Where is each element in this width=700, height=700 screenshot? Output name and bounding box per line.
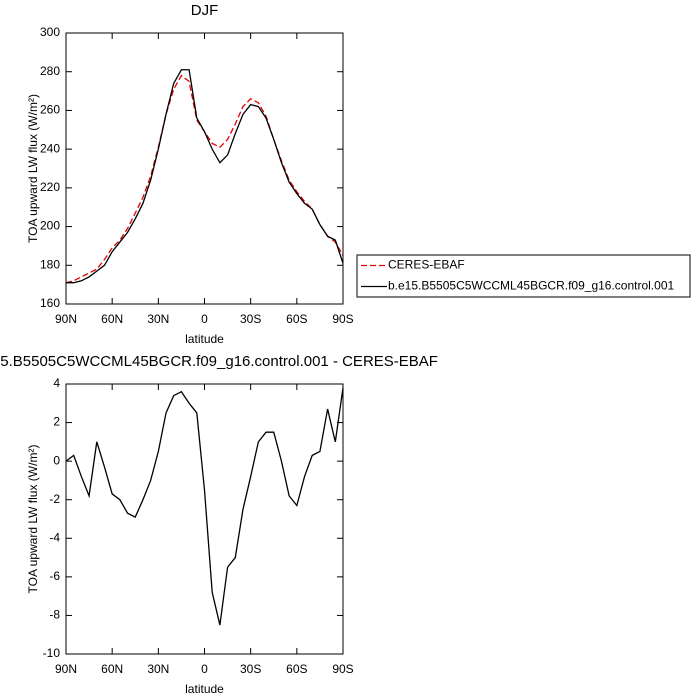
x-axis-label: latitude [185,332,224,346]
y-tick-label: 300 [40,25,60,39]
x-tick-label: 30N [147,662,169,676]
y-tick-label: 180 [40,257,60,271]
x-tick-label: 90S [332,662,353,676]
chart-title: DJF [191,2,219,19]
data-line [66,69,344,284]
legend-box [356,254,691,298]
y-tick-label: 200 [40,219,60,233]
y-tick-label: 240 [40,141,60,155]
y-tick-label: -10 [43,646,61,660]
y-tick-label: 4 [53,376,60,390]
x-tick-label: 60N [101,662,123,676]
data-line [65,74,344,284]
y-tick-label: 280 [40,64,60,78]
legend-label: CERES-EBAF [388,258,465,272]
y-tick-label: -4 [49,530,60,544]
x-axis-label: latitude [185,682,224,696]
y-axis-label: TOA upward LW flux (W/m²) [26,94,40,243]
y-tick-label: -6 [49,569,60,583]
x-tick-label: 90N [55,312,77,326]
x-tick-label: 30S [240,662,261,676]
y-tick-label: 260 [40,103,60,117]
x-tick-label: 30S [240,312,261,326]
y-axis-label: TOA upward LW flux (W/m²) [26,445,40,594]
chart-title: b.e15.B5505C5WCCML45BGCR.f09_g16.control… [0,353,438,370]
x-tick-label: 0 [201,662,208,676]
y-tick-label: -2 [49,492,60,506]
x-tick-label: 90S [332,312,353,326]
y-tick-label: 2 [53,415,60,429]
data-line [65,387,344,626]
y-tick-label: -8 [49,608,60,622]
y-tick-label: 0 [53,453,60,467]
x-tick-label: 30N [147,312,169,326]
legend-label: b.e15.B5505C5WCCML45BGCR.f09_g16.control… [388,279,674,293]
x-tick-label: 60S [286,312,307,326]
plot-frame [65,32,344,305]
y-tick-label: 160 [40,296,60,310]
y-tick-label: 220 [40,180,60,194]
plot-frame [65,383,344,655]
x-tick-label: 0 [201,312,208,326]
x-tick-label: 60S [286,662,307,676]
x-tick-label: 90N [55,662,77,676]
x-tick-label: 60N [101,312,123,326]
